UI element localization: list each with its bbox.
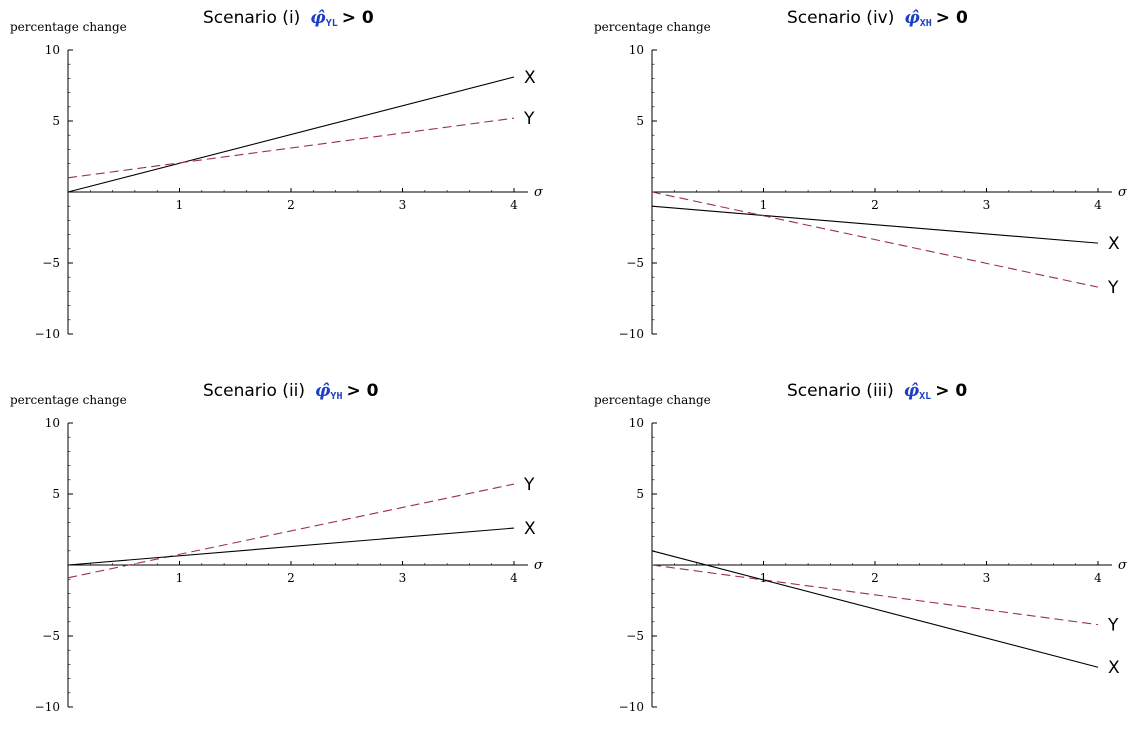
y-axis-label: percentage change — [594, 20, 711, 34]
series-label-y: Y — [523, 475, 535, 495]
chart-title: Scenario (i) φ̂YL > 0 — [203, 8, 374, 29]
y-axis-label: percentage change — [10, 20, 127, 34]
y-tick-label: −10 — [619, 327, 644, 341]
title-relation: > 0 — [341, 8, 374, 28]
x-tick-label: 4 — [1094, 198, 1102, 212]
title-relation: > 0 — [346, 381, 379, 401]
chart-title: Scenario (ii) φ̂YH > 0 — [203, 381, 378, 402]
y-axis-label: percentage change — [594, 393, 711, 407]
series-label-x: X — [524, 68, 536, 88]
plot-area: 1 2 3 4 −10 −5 5 10 σ Y X — [619, 416, 1128, 714]
x-tick-label: 3 — [983, 571, 991, 585]
y-tick-label: 5 — [636, 487, 644, 501]
title-symbol: φ̂ — [315, 381, 331, 401]
series-line-x — [67, 527, 515, 566]
panel-scenario-iv: percentage change Scenario (iv) φ̂XH > 0 1… — [584, 0, 1133, 360]
x-tick-label: 2 — [287, 198, 295, 212]
y-tick-label: −5 — [42, 629, 60, 643]
series-label-y: Y — [1107, 278, 1119, 298]
y-tick-label: 5 — [52, 114, 60, 128]
panel-scenario-i: percentage change Scenario (i) φ̂YL > 0 1 2… — [0, 0, 566, 360]
title-relation: > 0 — [935, 8, 968, 28]
x-tick-label: 3 — [399, 198, 407, 212]
x-tick-label: 1 — [176, 198, 184, 212]
y-tick-label: 5 — [636, 114, 644, 128]
y-tick-label: 10 — [629, 416, 644, 430]
series-line-y — [651, 564, 1099, 626]
title-subscript: YL — [325, 18, 338, 29]
y-tick-label: 10 — [45, 416, 60, 430]
title-text: Scenario (iv) — [787, 8, 895, 28]
title-symbol: φ̂ — [903, 381, 920, 401]
title-subscript: XH — [919, 18, 932, 29]
y-tick-label: 5 — [52, 487, 60, 501]
y-tick-label: −10 — [35, 700, 60, 714]
y-tick-label: −5 — [42, 256, 60, 270]
chart-title: Scenario (iv) φ̂XH > 0 — [787, 8, 968, 29]
series-label-x: X — [1108, 658, 1120, 678]
title-subscript: XL — [919, 391, 932, 402]
x-tick-label: 3 — [399, 571, 407, 585]
title-symbol: φ̂ — [904, 8, 920, 28]
title-text: Scenario (i) — [203, 8, 301, 28]
x-axis-label: σ — [1118, 185, 1128, 200]
y-axis-label: percentage change — [10, 393, 127, 407]
y-tick-label: 10 — [629, 43, 644, 57]
title-relation: > 0 — [935, 381, 968, 401]
x-tick-label: 1 — [176, 571, 184, 585]
panel-scenario-ii: percentage change Scenario (ii) φ̂YH > 0 1… — [0, 373, 566, 733]
series-line-y — [67, 117, 515, 179]
title-subscript: YH — [330, 391, 343, 402]
x-tick-label: 4 — [510, 198, 518, 212]
x-tick-label: 2 — [871, 198, 879, 212]
x-tick-label: 3 — [983, 198, 991, 212]
series-line-y — [651, 191, 1099, 288]
series-label-y: Y — [1107, 616, 1119, 636]
x-axis-label: σ — [534, 558, 544, 573]
plot-area: 1 2 3 4 −10 −5 5 10 σ X Y — [35, 43, 544, 341]
x-axis-label: σ — [1118, 558, 1128, 573]
series-line-x — [67, 76, 515, 193]
series-label-x: X — [1108, 234, 1120, 254]
x-tick-label: 1 — [760, 198, 768, 212]
title-text: Scenario (ii) — [203, 381, 306, 401]
x-tick-label: 2 — [287, 571, 295, 585]
title-symbol: φ̂ — [310, 8, 326, 28]
x-tick-label: 4 — [1094, 571, 1102, 585]
plot-area: 1 2 3 4 −10 −5 5 10 σ Y X — [35, 416, 544, 714]
series-label-y: Y — [523, 109, 535, 129]
chart-title: Scenario (iii) φ̂XL > 0 — [787, 381, 967, 402]
panel-scenario-iii: percentage change Scenario (iii) φ̂XL > 0 … — [584, 373, 1133, 733]
y-tick-label: −5 — [626, 629, 644, 643]
x-tick-label: 1 — [760, 571, 768, 585]
title-text: Scenario (iii) — [787, 381, 894, 401]
plot-area: 1 2 3 4 −10 −5 5 10 σ X Y — [619, 43, 1128, 341]
y-tick-label: −5 — [626, 256, 644, 270]
x-tick-label: 4 — [510, 571, 518, 585]
series-line-x — [651, 550, 1099, 668]
y-tick-label: 10 — [45, 43, 60, 57]
series-label-x: X — [524, 519, 536, 539]
x-axis-label: σ — [534, 185, 544, 200]
y-tick-label: −10 — [619, 700, 644, 714]
x-tick-label: 2 — [871, 571, 879, 585]
series-line-y — [67, 483, 515, 579]
series-line-x — [651, 205, 1099, 244]
y-tick-label: −10 — [35, 327, 60, 341]
